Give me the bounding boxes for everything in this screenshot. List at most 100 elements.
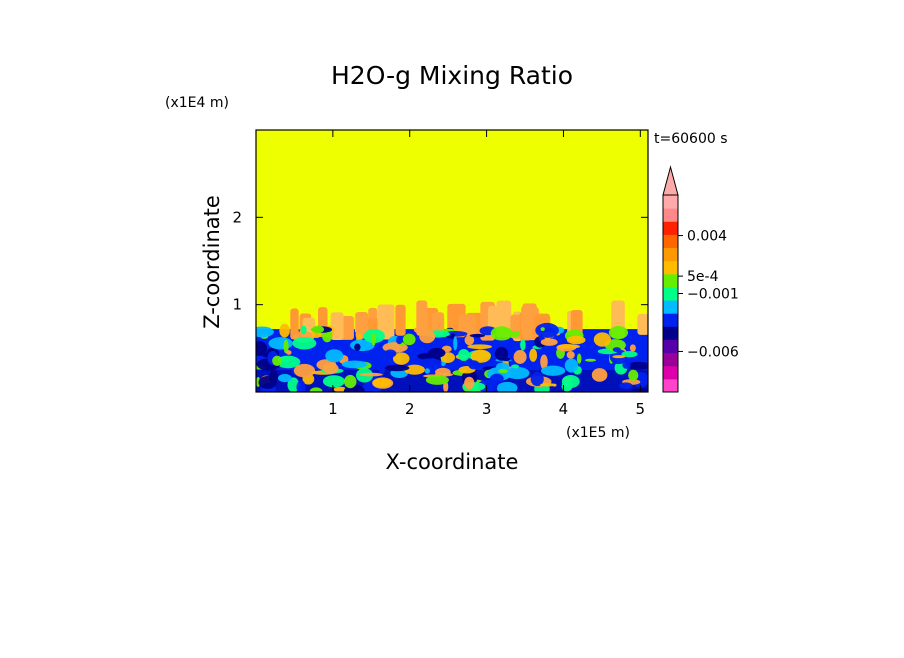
mixing-blob: [283, 339, 289, 354]
mixing-blob: [458, 348, 470, 361]
y-unit-label: (x1E4 m): [165, 95, 229, 111]
colorbar-segment: [663, 234, 678, 249]
mixing-blob: [621, 350, 638, 358]
mixing-blob: [498, 368, 508, 374]
colorbar-segment: [663, 339, 678, 354]
moist-plume: [395, 304, 406, 336]
mixing-blob: [286, 350, 292, 355]
moist-plume: [377, 304, 395, 340]
mixing-blob: [468, 360, 480, 370]
mixing-blob: [404, 364, 425, 375]
moist-plume: [521, 306, 533, 339]
mixing-blob: [344, 374, 357, 389]
mixing-blob: [311, 325, 324, 334]
mixing-blob: [490, 326, 513, 341]
colorbar-segment: [663, 247, 678, 262]
moist-plume: [416, 300, 428, 336]
mixing-blob: [564, 358, 579, 373]
mixing-blob: [540, 383, 556, 387]
x-tick-label: 2: [405, 400, 415, 418]
colorbar-segment: [663, 326, 678, 340]
x-unit-label: (x1E5 m): [566, 425, 630, 441]
mixing-blob: [272, 355, 283, 366]
mixing-blob: [424, 368, 430, 374]
mixing-blob: [612, 355, 626, 359]
chart-title: H2O-g Mixing Ratio: [331, 61, 573, 90]
moist-plume: [637, 313, 648, 335]
colorbar-segment: [663, 352, 678, 367]
mixing-blob: [341, 360, 368, 369]
y-tick-label: 2: [232, 208, 242, 226]
mixing-blob: [520, 338, 526, 351]
mixing-blob: [561, 375, 580, 389]
mixing-blob: [529, 348, 538, 362]
mixing-blob: [372, 378, 392, 388]
mixing-blob: [591, 368, 608, 382]
mixing-blob: [413, 327, 421, 333]
mixing-blob: [444, 330, 468, 337]
colorbar-segment: [663, 300, 678, 314]
mixing-blob: [384, 364, 410, 372]
mixing-blob: [419, 329, 436, 344]
colorbar-segment: [663, 260, 678, 275]
mixing-blob: [489, 373, 504, 384]
colorbar-label: 5e-4: [687, 269, 719, 285]
colorbar-label: −0.006: [687, 344, 739, 360]
plot-area: 1 2 3 4 5 1 2: [232, 129, 649, 418]
mixing-blob: [608, 325, 629, 340]
mixing-blob: [322, 375, 346, 388]
colorbar-segment: [663, 286, 678, 301]
colorbar-segment: [663, 378, 678, 393]
mixing-blob: [505, 366, 530, 380]
mixing-blob: [467, 344, 493, 350]
colorbar-segment: [663, 195, 678, 209]
mixing-blob: [279, 323, 290, 338]
colorbar-label: −0.001: [687, 287, 739, 303]
mixing-blob: [535, 322, 559, 338]
mixing-blob: [584, 358, 597, 362]
colorbar-segment: [663, 273, 678, 288]
mixing-blob: [256, 341, 268, 356]
time-label: t=60600 s: [654, 131, 728, 147]
x-axis-title: X-coordinate: [386, 450, 519, 474]
mixing-blob: [354, 343, 361, 351]
mixing-blob: [268, 337, 293, 350]
mixing-blob: [541, 365, 566, 376]
mixing-blob: [530, 372, 544, 387]
mixing-blob: [494, 346, 509, 361]
mixing-blob: [280, 356, 290, 362]
mixing-blob: [418, 358, 442, 368]
colorbar-segment: [663, 208, 678, 222]
mixing-blob: [309, 387, 323, 392]
mixing-blob: [566, 351, 575, 359]
mixing-blob: [418, 354, 425, 358]
mixing-blob: [453, 336, 458, 351]
mixing-blob: [293, 363, 316, 378]
mixing-blob: [371, 333, 377, 346]
colorbar-arrow: [662, 165, 679, 196]
mixing-blob: [576, 353, 582, 364]
moist-plume: [290, 308, 299, 340]
colorbar-segment: [663, 313, 678, 327]
mixing-blob: [627, 355, 640, 364]
x-tick-label: 3: [482, 400, 492, 418]
mixing-blob: [277, 373, 292, 383]
mixing-blob: [296, 380, 306, 392]
mixing-blob: [450, 333, 456, 339]
mixing-blob: [395, 335, 403, 345]
mixing-blob: [540, 327, 545, 332]
plot-frame: [255, 129, 649, 393]
contour-field: [256, 300, 648, 392]
mixing-blob: [557, 344, 581, 349]
colorbar: 0.004 5e-4 −0.001 −0.006: [662, 165, 739, 393]
colorbar-segment: [663, 365, 678, 380]
mixing-blob: [501, 357, 511, 361]
mixing-blob: [325, 349, 344, 363]
mixing-blob: [359, 372, 383, 377]
mixing-blob: [392, 352, 410, 365]
mixing-blob: [622, 361, 631, 369]
mixing-blob: [469, 333, 486, 338]
mixing-blob: [593, 332, 611, 347]
